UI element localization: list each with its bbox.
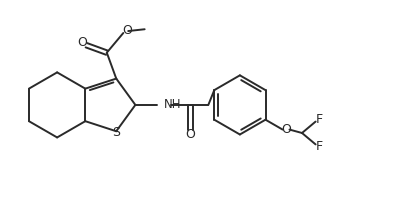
Text: O: O	[282, 123, 292, 136]
Text: O: O	[186, 128, 195, 141]
Text: O: O	[78, 36, 88, 49]
Text: NH: NH	[164, 98, 181, 111]
Text: F: F	[316, 140, 323, 153]
Text: O: O	[122, 24, 132, 37]
Text: S: S	[112, 126, 120, 139]
Text: F: F	[316, 113, 323, 126]
